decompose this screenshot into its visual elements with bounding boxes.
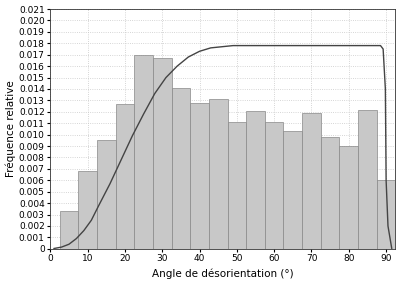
Bar — [134, 55, 153, 249]
Bar — [246, 111, 265, 249]
Bar — [153, 58, 172, 249]
Bar — [358, 109, 377, 249]
Bar — [172, 88, 190, 249]
Bar — [190, 103, 209, 249]
Bar — [115, 104, 134, 249]
Bar — [321, 137, 340, 249]
Bar — [60, 211, 78, 249]
Bar — [284, 131, 302, 249]
Bar — [265, 122, 284, 249]
X-axis label: Angle de désorientation (°): Angle de désorientation (°) — [152, 269, 294, 280]
Bar — [377, 180, 395, 249]
Bar — [97, 140, 115, 249]
Bar — [340, 146, 358, 249]
Bar — [78, 171, 97, 249]
Y-axis label: Fréquence relative: Fréquence relative — [6, 81, 16, 177]
Bar — [227, 122, 246, 249]
Bar — [209, 99, 227, 249]
Bar — [302, 113, 321, 249]
